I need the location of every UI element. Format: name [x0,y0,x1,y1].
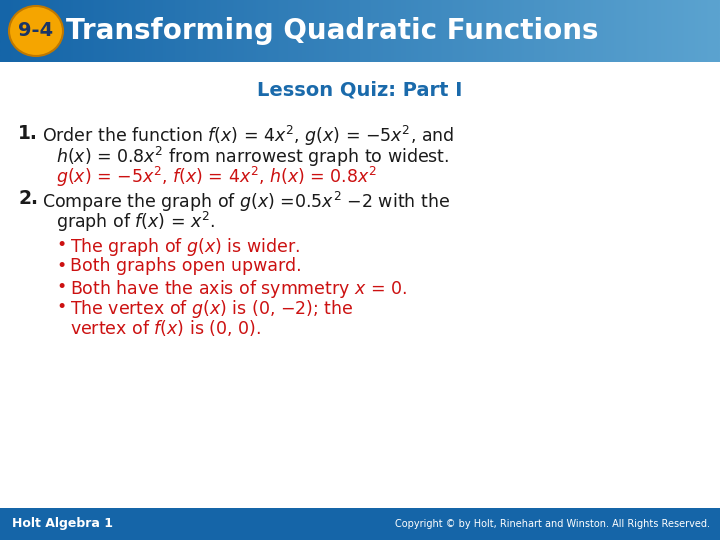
Text: Holt Algebra 1: Holt Algebra 1 [12,517,113,530]
Text: $h(x)$ = 0.8$x^2$ from narrowest graph to widest.: $h(x)$ = 0.8$x^2$ from narrowest graph t… [56,145,449,168]
Text: vertex of $f(x)$ is (0, 0).: vertex of $f(x)$ is (0, 0). [70,319,261,339]
Text: Copyright © by Holt, Rinehart and Winston. All Rights Reserved.: Copyright © by Holt, Rinehart and Winsto… [395,519,710,529]
Text: Lesson Quiz: Part I: Lesson Quiz: Part I [257,80,463,99]
Text: •: • [56,237,66,254]
Text: Both graphs open upward.: Both graphs open upward. [70,257,302,275]
Text: Both have the axis of symmetry $x$ = 0.: Both have the axis of symmetry $x$ = 0. [70,278,407,300]
Text: The graph of $g(x)$ is wider.: The graph of $g(x)$ is wider. [70,237,300,259]
Text: 9-4: 9-4 [19,22,53,40]
Text: •: • [56,257,66,275]
Ellipse shape [9,6,63,56]
Text: Order the function $f(x)$ = $4x^2$, $g(x)$ = $-$5$x^2$, and: Order the function $f(x)$ = $4x^2$, $g(x… [42,124,454,148]
Text: •: • [56,298,66,316]
Text: •: • [56,278,66,295]
Bar [0,508,720,540]
Text: The vertex of $g(x)$ is (0, $-$2); the: The vertex of $g(x)$ is (0, $-$2); the [70,298,354,320]
Text: 1.: 1. [18,124,38,143]
Text: 2.: 2. [18,190,38,208]
Text: Transforming Quadratic Functions: Transforming Quadratic Functions [66,17,598,45]
Text: graph of $f(x)$ = $x^2$.: graph of $f(x)$ = $x^2$. [56,210,215,234]
Text: $g(x)$ = $-$5$x^2$, $f(x)$ = 4$x^2$, $h(x)$ = 0.8$x^2$: $g(x)$ = $-$5$x^2$, $f(x)$ = 4$x^2$, $h(… [56,165,377,189]
Text: Compare the graph of $g(x)$ =0.5$x^2$ $-$2 with the: Compare the graph of $g(x)$ =0.5$x^2$ $-… [42,190,450,214]
